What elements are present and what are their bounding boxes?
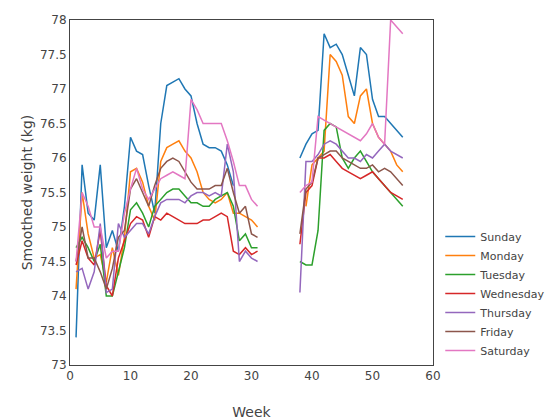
svg-text:78: 78 [51, 13, 66, 27]
svg-text:Thursday: Thursday [479, 307, 532, 320]
svg-text:Friday: Friday [480, 326, 514, 339]
svg-text:75.5: 75.5 [40, 186, 67, 200]
svg-text:74.5: 74.5 [40, 255, 67, 269]
svg-text:Sunday: Sunday [480, 231, 522, 244]
svg-text:40: 40 [304, 369, 319, 383]
svg-text:Monday: Monday [480, 250, 524, 263]
svg-text:77: 77 [51, 82, 66, 96]
svg-text:75: 75 [51, 220, 66, 234]
svg-text:73.5: 73.5 [40, 324, 67, 338]
svg-text:50: 50 [365, 369, 380, 383]
svg-text:76.5: 76.5 [40, 117, 67, 131]
svg-text:0: 0 [66, 369, 74, 383]
svg-text:30: 30 [244, 369, 259, 383]
svg-text:10: 10 [123, 369, 138, 383]
svg-text:76: 76 [51, 151, 66, 165]
svg-text:Smoothed weight (kg): Smoothed weight (kg) [19, 115, 35, 271]
svg-text:Week: Week [232, 404, 271, 420]
svg-text:74: 74 [51, 289, 66, 303]
svg-text:Tuesday: Tuesday [479, 269, 525, 282]
svg-text:20: 20 [183, 369, 198, 383]
svg-text:77.5: 77.5 [40, 48, 67, 62]
svg-text:Wednesday: Wednesday [480, 288, 544, 301]
svg-text:Saturday: Saturday [480, 345, 530, 358]
svg-text:60: 60 [425, 369, 440, 383]
svg-text:73: 73 [51, 358, 66, 372]
